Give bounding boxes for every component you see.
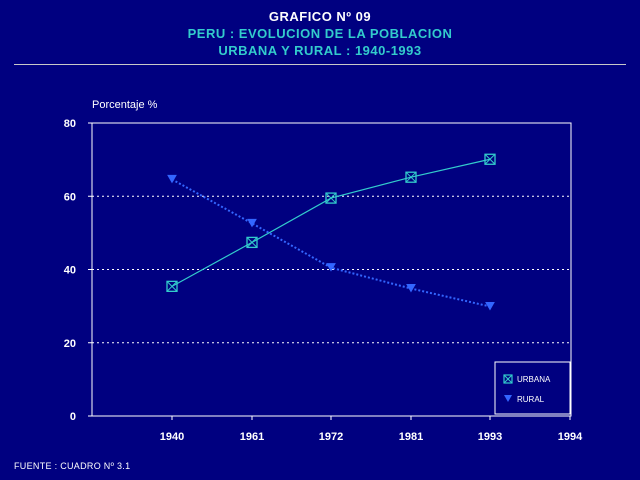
- point-rural-1993: [485, 301, 495, 311]
- point-urbana-1981: [405, 171, 417, 183]
- point-urbana-1940: [166, 280, 178, 292]
- point-rural-1981: [406, 284, 416, 293]
- chart-number-title: GRAFICO Nº 09: [268, 9, 372, 24]
- point-rural-1972: [326, 263, 336, 272]
- x-tick-label-1981: 1981: [399, 431, 423, 443]
- point-urbana-1961: [246, 236, 258, 249]
- y-tick-label-40: 40: [64, 265, 76, 277]
- x-tick-label-1972: 1972: [319, 431, 343, 443]
- point-urbana-1972: [325, 192, 337, 204]
- point-rural-1961: [247, 218, 257, 228]
- x-tick-label-1961: 1961: [240, 431, 264, 443]
- x-tick-label-1993: 1993: [478, 431, 502, 443]
- legend-label-rural: RURAL: [517, 395, 545, 404]
- y-tick-label-0: 0: [70, 411, 76, 423]
- y-tick-label-20: 20: [64, 338, 76, 350]
- x-tick-label-1994: 1994: [558, 431, 583, 443]
- chart-title-block: GRAFICO Nº 09 PERU : EVOLUCION DE LA POB…: [0, 8, 640, 59]
- legend-marker-rural: [504, 395, 512, 402]
- legend-marker-urbana: [503, 374, 513, 384]
- x-tick-label-1940: 1940: [160, 431, 184, 443]
- legend-label-urbana: URBANA: [517, 375, 551, 384]
- legend-box: [494, 361, 571, 415]
- y-tick-label-60: 60: [64, 191, 76, 203]
- point-urbana-1993: [484, 153, 496, 165]
- chart-title-line-1: PERU : EVOLUCION DE LA POBLACION: [187, 26, 453, 41]
- title-divider: [14, 64, 626, 65]
- source-note: FUENTE : CUADRO Nº 3.1: [14, 461, 131, 471]
- y-tick-label-80: 80: [64, 118, 76, 130]
- chart-title-line-2: URBANA Y RURAL : 1940-1993: [218, 43, 422, 58]
- y-axis-label: Porcentaje %: [92, 99, 158, 111]
- point-rural-1940: [167, 174, 177, 184]
